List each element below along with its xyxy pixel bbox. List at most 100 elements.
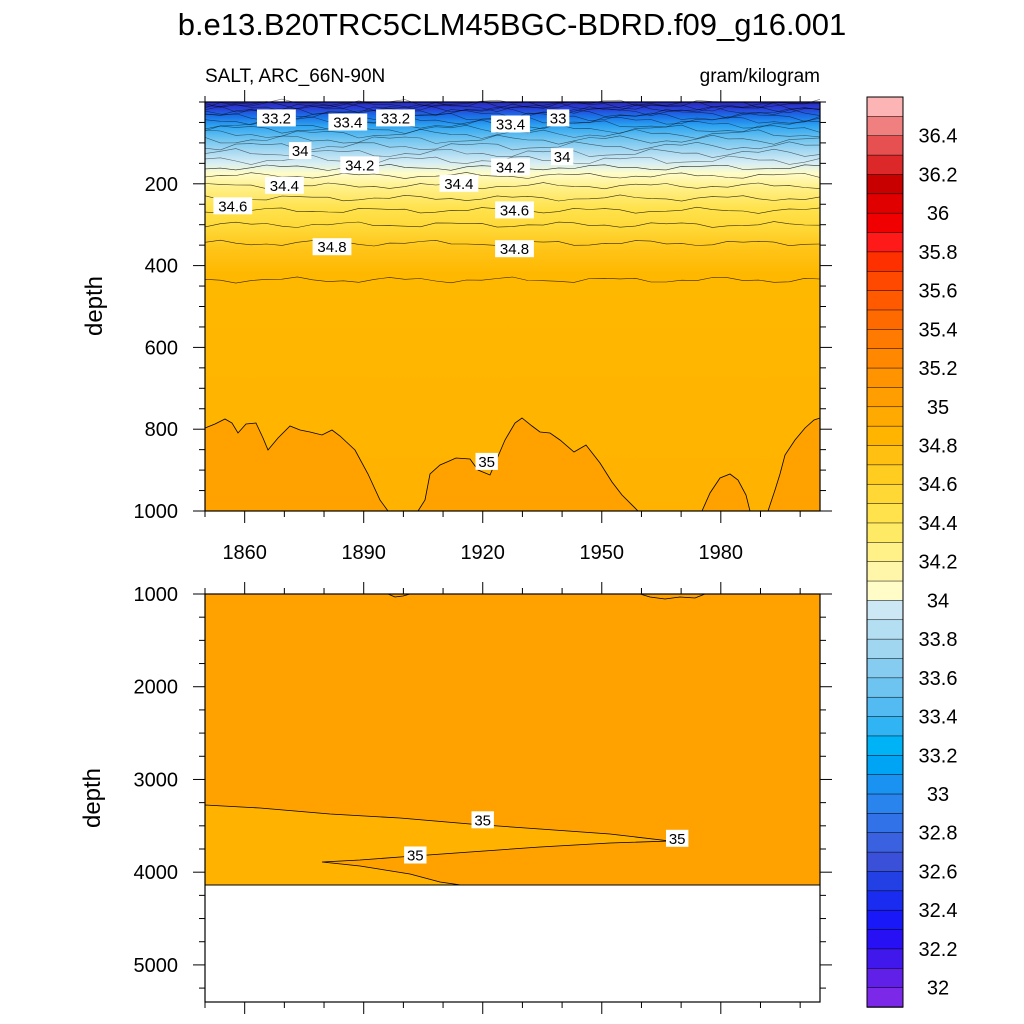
contour-label-text: 35	[478, 454, 495, 471]
colorbar-swatch	[866, 232, 904, 253]
colorbar-swatch	[866, 329, 904, 350]
contour-label: 34.4	[439, 174, 479, 193]
colorbar-swatch	[866, 696, 904, 718]
contour-label-box	[491, 158, 530, 176]
colorbar-label: 34.6	[919, 474, 958, 496]
contour-label-box	[213, 197, 253, 215]
contour-label: 35	[471, 811, 494, 829]
y-tick-label: 1000	[134, 584, 179, 606]
x-tick-label: 1950	[580, 542, 625, 564]
contour-label: 34.8	[495, 240, 534, 258]
contour-label-box	[491, 115, 530, 133]
contour-label-text: 34.2	[496, 159, 525, 176]
colorbar-swatch	[866, 832, 904, 853]
contour-label: 33.2	[257, 109, 296, 127]
contour-label: 34	[289, 142, 312, 160]
colorbar-swatch	[866, 658, 904, 679]
colorbar-swatch	[866, 968, 904, 989]
colorbar-swatch	[866, 116, 904, 137]
colorbar-label: 36	[927, 203, 949, 225]
colorbar-swatch	[866, 793, 904, 815]
x-tick-label: 1980	[699, 542, 744, 564]
colorbar-swatch	[866, 251, 904, 272]
y-tick-label: 800	[145, 419, 178, 441]
colorbar-swatch	[866, 174, 904, 195]
contour-label-box	[312, 238, 352, 256]
y-tick-label: 4000	[134, 862, 179, 884]
contour-label: 34.8	[312, 238, 352, 256]
x-tick-label: 1920	[460, 542, 505, 564]
lower-y-axis-label: depth	[79, 768, 106, 828]
contour-label-text: 33.4	[496, 117, 525, 134]
contour-label-text: 35	[474, 812, 491, 829]
contour-label-text: 35	[407, 848, 424, 865]
y-tick-label: 600	[145, 337, 178, 359]
y-tick-label: 400	[145, 256, 178, 278]
contour-label-box	[495, 201, 534, 219]
y-tick-label: 5000	[134, 955, 179, 977]
x-tick-label: 1890	[341, 542, 386, 564]
contour-label-text: 33	[550, 110, 567, 127]
contour-label-box	[257, 109, 296, 127]
contour-label-text: 34.4	[444, 176, 473, 193]
colorbar-swatch	[866, 542, 904, 563]
contour-label: 34.6	[213, 197, 253, 215]
contour-label-box	[546, 109, 570, 127]
contour-label-text: 34	[554, 149, 571, 166]
colorbar-swatch	[866, 580, 904, 602]
colorbar-swatch	[866, 406, 904, 427]
colorbar-swatch	[866, 909, 904, 931]
colorbar-label: 33.4	[919, 707, 958, 729]
isoline	[204, 276, 821, 284]
colorbar-swatch	[866, 813, 904, 834]
colorbar-swatch	[866, 387, 904, 408]
colorbar: 36.4 36.2 36 35.8 35.6 35.4 35.2 35 34.8 34.6 34.4…	[866, 96, 958, 1008]
contour-label-box	[550, 148, 574, 166]
colorbar-swatch	[866, 677, 904, 698]
colorbar-swatch	[866, 154, 904, 176]
contour-label: 33	[546, 109, 570, 127]
colorbar-swatch	[866, 929, 904, 950]
y-tick-label: 1000	[134, 501, 179, 523]
contour-label-box	[404, 846, 427, 864]
isoline	[204, 106, 821, 117]
colorbar-swatch	[866, 290, 904, 311]
colorbar-swatch	[866, 851, 904, 873]
isoline	[204, 221, 821, 228]
contour-label-text: 33.2	[262, 110, 291, 127]
colorbar-label: 32	[927, 978, 949, 1000]
contour-label-box	[340, 156, 380, 174]
contour-label-text: 34.2	[345, 157, 374, 174]
contour-label-text: 34.6	[500, 202, 529, 219]
contour-label-text: 34	[292, 143, 309, 160]
upper-panel: 33.2 33.4 33.2 33.4 33 34 34.2 34 34.2 34.4 34.4 34…	[81, 98, 832, 523]
colorbar-label: 34.2	[919, 552, 958, 574]
colorbar-swatch	[866, 464, 904, 485]
isoline	[204, 103, 821, 114]
colorbar-swatch	[866, 96, 904, 118]
colorbar-label: 33	[927, 784, 949, 806]
contour-label-box	[376, 109, 415, 127]
contour-label-text: 34.4	[270, 178, 299, 195]
upper-contour-labels: 33.2 33.4 33.2 33.4 33 34 34.2 34 34.2 34.4 34.4 34…	[213, 109, 574, 471]
lower-y-axis: 1000 2000 3000 4000 5000	[134, 584, 832, 989]
colorbar-label: 35.2	[919, 358, 958, 380]
contour-label-text: 35	[669, 831, 686, 848]
contour-label: 34.2	[491, 158, 530, 176]
figure-title: b.e13.B20TRC5CLM45BGC-BDRD.f09_g16.001	[178, 7, 847, 42]
isoline	[204, 100, 820, 111]
contour-label-box	[265, 176, 304, 194]
contour-label: 35	[666, 829, 689, 848]
colorbar-swatch	[866, 948, 904, 970]
colorbar-label: 32.6	[919, 862, 958, 884]
y-tick-label: 3000	[134, 770, 179, 792]
colorbar-label: 35.8	[919, 242, 958, 264]
colorbar-swatch	[866, 755, 904, 776]
deep-orange-region-upper	[204, 417, 821, 512]
contour-label: 34.6	[495, 201, 534, 219]
colorbar-swatch	[866, 735, 904, 757]
colorbar-swatch	[866, 774, 904, 795]
isoline	[204, 134, 821, 145]
upper-y-axis: 200 400 600 800 1000	[134, 101, 832, 523]
x-tick-label: 1860	[222, 542, 267, 564]
